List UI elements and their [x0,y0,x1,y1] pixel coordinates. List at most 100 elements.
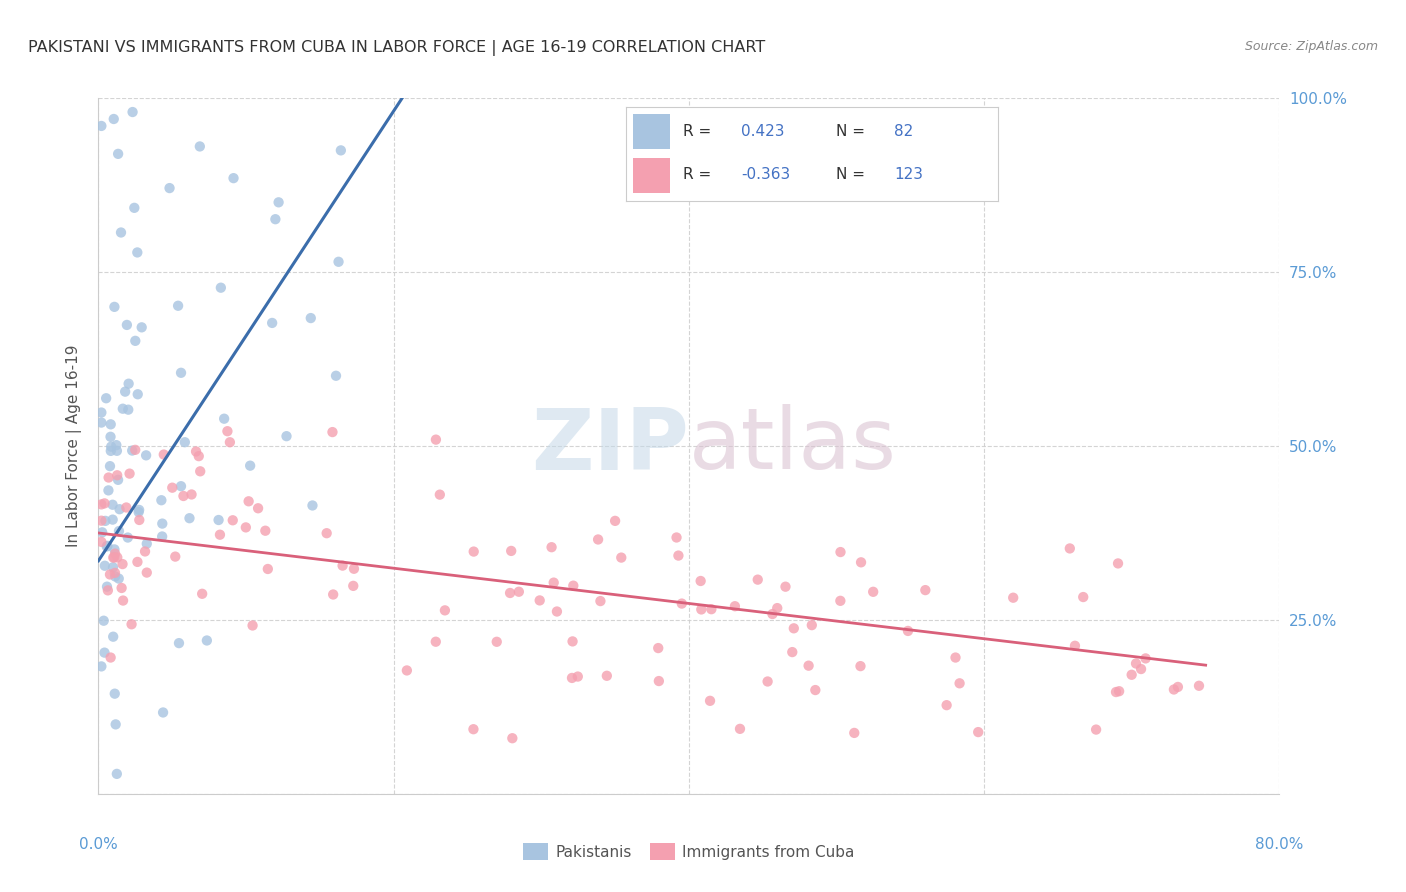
Text: atlas: atlas [689,404,897,488]
Point [264,212,287,227]
Point [862,584,884,599]
Point [395,664,418,678]
Point [322,587,344,601]
Point [540,540,562,554]
Point [93,646,115,660]
Point [128,513,150,527]
Point [238,494,260,508]
Point [93,496,115,510]
Point [117,376,139,391]
Legend: Pakistanis, Immigrants from Cuba: Pakistanis, Immigrants from Cuba [517,838,860,866]
Point [96,580,118,594]
Point [546,605,568,619]
Point [747,573,769,587]
Point [647,641,669,656]
Point [596,669,619,683]
Point [775,580,797,594]
Point [127,555,149,569]
Point [94,558,117,573]
Point [97,483,120,498]
Point [103,542,125,557]
Point [103,550,125,565]
Point [121,443,143,458]
Point [162,481,184,495]
Point [150,516,173,531]
Point [103,300,125,314]
Point [124,334,146,348]
Point [97,470,120,484]
Point [508,584,530,599]
Point [325,368,347,383]
Point [914,583,936,598]
Point [152,448,174,462]
Point [97,583,120,598]
Point [543,575,565,590]
Point [1085,723,1108,737]
Point [100,440,122,454]
Point [150,529,173,543]
Point [135,566,157,580]
Point [780,645,803,659]
Point [103,630,125,644]
Point [121,105,143,120]
Point [108,524,131,538]
Point [90,514,112,528]
Text: 0.423: 0.423 [741,124,785,139]
Point [239,458,262,473]
Point [91,525,114,540]
Point [501,731,523,746]
Point [115,318,138,332]
Point [256,562,278,576]
Point [117,531,139,545]
Point [561,634,583,648]
Point [1002,591,1025,605]
Point [1121,667,1143,681]
Point [117,402,139,417]
Point [242,618,264,632]
Point [96,539,118,553]
Point [135,448,157,462]
Point [167,299,190,313]
Point [103,550,125,565]
Point [184,444,207,458]
Point [90,534,112,549]
Point [118,467,141,481]
Point [844,726,866,740]
Point [101,560,124,574]
Point [180,487,202,501]
Point [830,594,852,608]
Point [96,540,118,554]
Point [90,659,112,673]
Point [671,597,693,611]
Point [173,435,195,450]
Point [104,547,127,561]
Point [315,526,337,541]
Point [104,687,127,701]
Point [1105,685,1128,699]
Point [254,524,277,538]
Point [111,401,134,416]
Point [90,405,112,419]
Point [152,706,174,720]
Point [219,435,242,450]
Point [433,603,456,617]
Point [342,579,364,593]
Point [935,698,957,713]
Point [188,464,211,478]
Point [429,488,451,502]
Point [343,562,366,576]
Point [1108,684,1130,698]
Point [167,636,190,650]
Point [128,505,150,519]
Text: R =: R = [683,168,717,183]
Point [170,479,193,493]
Point [121,617,143,632]
Point [761,607,783,621]
Text: -0.363: -0.363 [741,168,790,183]
Point [603,514,626,528]
Point [112,593,135,607]
Text: N =: N = [837,124,870,139]
Point [104,717,127,731]
Point [217,424,239,438]
Point [94,514,117,528]
